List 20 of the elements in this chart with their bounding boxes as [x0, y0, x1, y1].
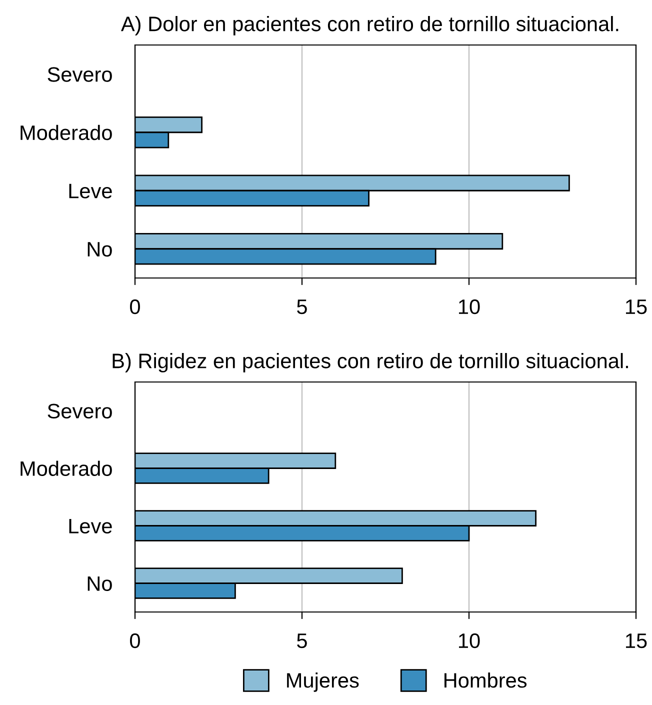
x-tick-label: 10: [459, 633, 480, 648]
y-tick-label: Severo: [48, 404, 112, 419]
x-tick-label: 15: [626, 634, 647, 648]
x-tick-label: 5: [297, 300, 307, 314]
x-tick-label: 0: [130, 299, 140, 314]
y-tick-label: Severo: [48, 67, 112, 82]
y-tick-label: Leve: [69, 184, 112, 198]
chart-title: A) Dolor en pacientes con retiro de tornillo situacional.: [120, 16, 618, 36]
y-tick-label: Moderado: [20, 460, 112, 476]
y-tick-label: No: [88, 242, 112, 257]
y-tick-label: Moderado: [20, 124, 112, 140]
legend-label: Mujeres: [287, 672, 359, 692]
x-tick-label: 5: [297, 634, 307, 648]
x-tick-label: 10: [459, 299, 480, 314]
y-tick-label: Leve: [69, 518, 112, 534]
chart-title: B) Rigidez en pacientes con retiro de tornillo situacional.: [112, 353, 628, 372]
y-tick-label: No: [88, 576, 112, 592]
legend-label: Hombres: [444, 672, 527, 688]
x-tick-label: 0: [130, 633, 140, 648]
x-tick-label: 15: [626, 300, 647, 314]
